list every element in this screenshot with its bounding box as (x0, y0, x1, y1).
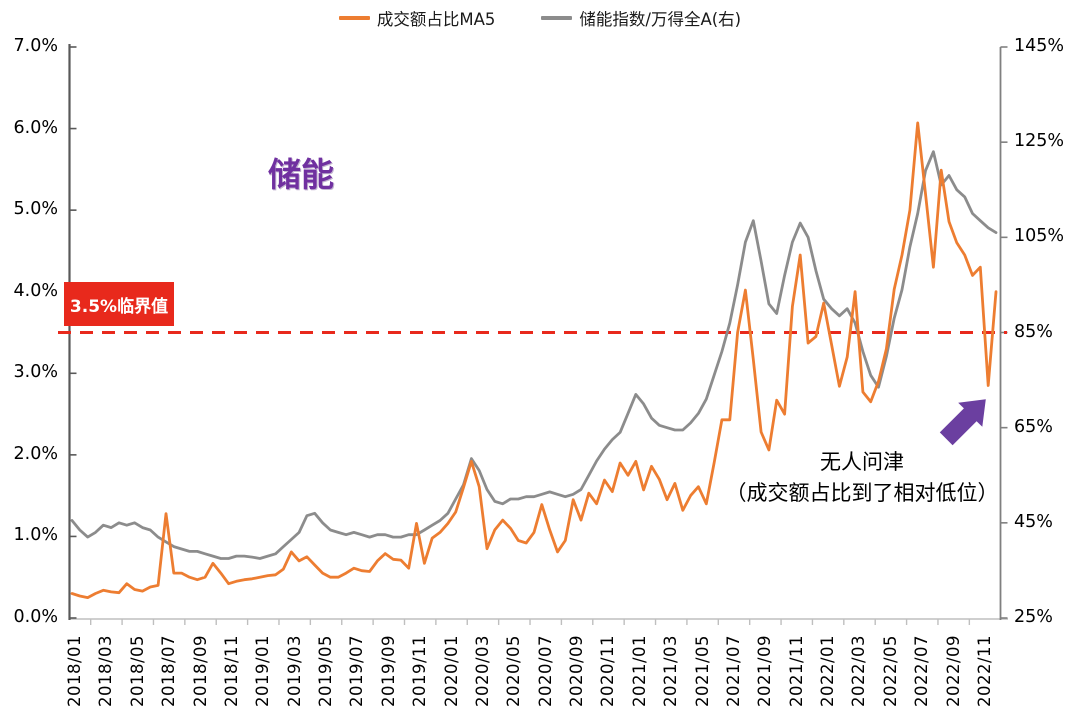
left-axis-tick-label: 1.0% (13, 525, 58, 546)
x-axis-tick-label: 2022/09 (943, 634, 963, 707)
sector-title: 储能 (268, 155, 334, 194)
x-axis-tick-label: 2021/03 (661, 634, 681, 707)
legend: 成交额占比MA5 储能指数/万得全A(右) (0, 6, 1080, 30)
x-axis-tick-label: 2022/01 (818, 634, 838, 707)
right-axis-tick-label: 65% (1014, 416, 1053, 437)
left-axis-tick-label: 6.0% (13, 117, 58, 138)
right-axis-tick-label: 125% (1014, 131, 1065, 152)
right-axis-tick-label: 145% (1014, 36, 1065, 56)
legend-item-index: 储能指数/万得全A(右) (541, 6, 741, 30)
x-axis-tick-label: 2022/03 (849, 634, 869, 707)
right-axis-tick-label: 25% (1014, 607, 1053, 627)
x-axis-tick-label: 2019/05 (316, 634, 336, 707)
x-axis-tick-label: 2020/03 (472, 634, 492, 707)
x-axis-tick-label: 2020/09 (567, 634, 587, 707)
x-axis-tick-label: 2018/03 (96, 634, 116, 707)
x-axis-tick-label: 2018/05 (127, 634, 147, 707)
x-axis-tick-label: 2019/01 (253, 634, 273, 707)
series-line-storage-index (70, 150, 998, 560)
legend-line-swatch-gray (541, 16, 573, 20)
left-axis-tick-label: 2.0% (13, 443, 58, 464)
left-axis-tick-label: 5.0% (13, 199, 58, 220)
right-axis-tick-label: 45% (1014, 511, 1053, 532)
left-axis-tick-label: 7.0% (13, 36, 58, 56)
annotation-note-line1: 无人问津 (820, 450, 904, 474)
left-axis-tick-label: 0.0% (13, 607, 58, 627)
right-axis-tick-label: 85% (1014, 321, 1053, 342)
x-axis-tick-label: 2020/05 (504, 634, 524, 707)
legend-item-ma5: 成交额占比MA5 (338, 6, 496, 30)
annotation-note: 无人问津 （成交额占比到了相对低位） (688, 447, 1036, 509)
legend-label-index: 储能指数/万得全A(右) (579, 10, 742, 29)
legend-label-ma5: 成交额占比MA5 (376, 10, 496, 29)
threshold-label-badge: 3.5%临界值 (64, 282, 174, 326)
x-axis-tick-label: 2022/11 (974, 634, 994, 707)
x-axis-tick-label: 2021/05 (692, 634, 712, 707)
x-axis-tick-label: 2021/09 (755, 634, 775, 707)
series-line-turnover-ma5 (70, 121, 998, 599)
x-axis-tick-label: 2022/07 (912, 634, 932, 707)
right-axis-tick-label: 105% (1014, 226, 1065, 247)
x-axis-tick-label: 2019/07 (347, 634, 367, 707)
annotation-note-line2: （成交额占比到了相对低位） (725, 481, 999, 505)
x-axis-tick-label: 2020/01 (441, 634, 461, 707)
left-axis-tick-label: 4.0% (13, 280, 58, 301)
up-right-arrow-icon (939, 399, 986, 446)
x-axis-tick-label: 2019/09 (378, 634, 398, 707)
x-axis-tick-label: 2018/11 (221, 634, 241, 707)
x-axis-tick-label: 2022/05 (880, 634, 900, 707)
x-axis-tick-label: 2018/07 (159, 634, 179, 707)
x-axis-tick-label: 2020/07 (535, 634, 555, 707)
x-axis-tick-label: 2019/11 (410, 634, 430, 707)
x-axis-tick-label: 2018/09 (190, 634, 210, 707)
x-axis-tick-label: 2018/01 (65, 634, 84, 707)
x-axis-tick-label: 2020/11 (598, 634, 618, 707)
left-axis-tick-label: 3.0% (13, 362, 58, 383)
x-axis-tick-label: 2021/11 (786, 634, 806, 707)
x-axis-tick-label: 2021/07 (723, 634, 743, 707)
x-axis-tick-label: 2021/01 (629, 634, 649, 707)
legend-line-swatch-orange (338, 16, 370, 20)
x-axis-tick-label: 2019/03 (284, 634, 304, 707)
